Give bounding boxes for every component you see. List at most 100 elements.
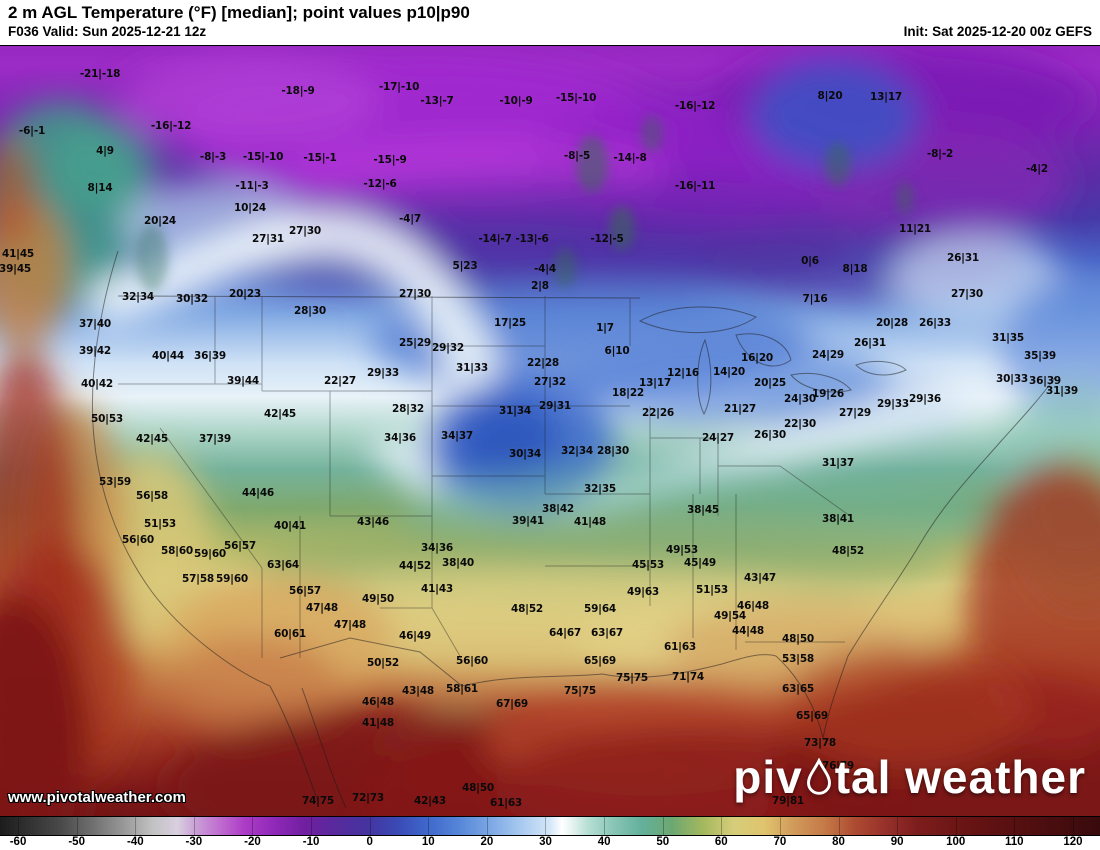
colorbar-tick-label: 120	[1063, 836, 1083, 848]
colorbar-tickmark	[193, 817, 195, 835]
point-value: 31|37	[821, 457, 855, 469]
colorbar-tick-label: -60	[9, 836, 27, 848]
point-value: 30|32	[175, 293, 209, 305]
point-value: 75|75	[563, 685, 597, 697]
colorbar-tickmark	[545, 817, 547, 835]
terrain-cold-pockets	[136, 116, 914, 292]
colorbar-tick-label: 50	[656, 836, 670, 848]
logo-text-post: tal weather	[834, 751, 1086, 803]
point-value: 61|63	[663, 641, 697, 653]
point-value: 59|64	[583, 603, 617, 615]
point-value: 0|6	[801, 255, 819, 267]
point-value: 26|31	[853, 337, 887, 349]
colorbar: -60 -50 -40 -30 -20 -10 0 10 20 30 40 50 60 70 80 90 100…	[0, 816, 1100, 850]
colorbar-tickmark	[838, 817, 840, 835]
colorbar-tickmark	[486, 817, 488, 835]
point-value: 27|30	[288, 225, 322, 237]
point-value: 22|28	[526, 357, 560, 369]
point-value: 4|9	[96, 145, 114, 157]
point-value: 12|16	[666, 367, 700, 379]
map-header: 2 m AGL Temperature (°F) [median]; point…	[0, 0, 1100, 45]
point-value: 24|27	[701, 432, 735, 444]
point-value: 41|48	[361, 717, 395, 729]
point-value: 38|41	[821, 513, 855, 525]
point-value: 11|21	[898, 223, 932, 235]
point-value: 39|44	[226, 375, 260, 387]
point-value: 29|33	[366, 367, 400, 379]
point-value: 45|49	[683, 557, 717, 569]
point-value: -15|-1	[303, 152, 337, 164]
point-value: 71|74	[671, 671, 705, 683]
point-value: 39|45	[0, 263, 32, 275]
point-value: 31|34	[498, 405, 532, 417]
point-value: 51|53	[695, 584, 729, 596]
colorbar-ticks: -60 -50 -40 -30 -20 -10 0 10 20 30 40 50 60 70 80 90 100…	[0, 836, 1100, 850]
point-value: -8|-3	[199, 151, 227, 163]
point-value: 48|52	[831, 545, 865, 557]
point-value: 28|32	[391, 403, 425, 415]
point-value: 20|24	[143, 215, 177, 227]
point-value: 29|33	[876, 398, 910, 410]
point-value: 38|40	[441, 557, 475, 569]
point-value: 72|73	[351, 792, 385, 804]
point-value: 35|39	[1023, 350, 1057, 362]
point-value: 43|46	[356, 516, 390, 528]
point-value: 8|18	[842, 263, 868, 275]
point-value: 50|52	[366, 657, 400, 669]
point-value: -10|-9	[499, 95, 533, 107]
point-value: 20|25	[753, 377, 787, 389]
page-title: 2 m AGL Temperature (°F) [median]; point…	[8, 3, 470, 22]
colorbar-tickmark	[428, 817, 430, 835]
point-value: 76|79	[821, 760, 855, 772]
valid-time-label: F036 Valid: Sun 2025-12-21 12z	[8, 24, 207, 39]
point-value: -4|4	[533, 263, 557, 275]
init-time-label: Init: Sat 2025-12-20 00z GEFS	[903, 24, 1092, 39]
colorbar-tick-label: 70	[773, 836, 787, 848]
point-value: 48|50	[461, 782, 495, 794]
point-value: 29|36	[908, 393, 942, 405]
point-value: 39|41	[511, 515, 545, 527]
point-value: -8|-2	[926, 148, 954, 160]
point-value: 43|48	[401, 685, 435, 697]
point-value: 30|34	[508, 448, 542, 460]
point-value: -12|-5	[590, 233, 624, 245]
point-value: -17|-10	[378, 81, 420, 93]
point-value: 40|42	[80, 378, 114, 390]
point-value: 63|64	[266, 559, 300, 571]
point-value: 49|53	[665, 544, 699, 556]
colorbar-tickmark	[662, 817, 664, 835]
point-value: 10|24	[233, 202, 267, 214]
point-value: 8|14	[87, 182, 113, 194]
point-value: -8|-5	[563, 150, 591, 162]
point-value: 53|59	[98, 476, 132, 488]
point-value: 27|29	[838, 407, 872, 419]
point-value: 31|35	[991, 332, 1025, 344]
point-value: 44|46	[241, 487, 275, 499]
point-value: 21|27	[723, 403, 757, 415]
colorbar-tickmark	[76, 817, 78, 835]
colorbar-tickmark	[604, 817, 606, 835]
colorbar-tick-label: 110	[1005, 836, 1024, 848]
point-value: 45|53	[631, 559, 665, 571]
logo-text-pre: piv	[733, 751, 803, 803]
colorbar-tickmark	[721, 817, 723, 835]
point-value: -14|-8	[613, 152, 647, 164]
point-value: 34|36	[383, 432, 417, 444]
point-value: 44|52	[398, 560, 432, 572]
colorbar-tick-label: 10	[421, 836, 435, 848]
point-value: 56|60	[455, 655, 489, 667]
point-value: 41|48	[573, 516, 607, 528]
point-value: 56|58	[135, 490, 169, 502]
point-value: 32|34	[560, 445, 594, 457]
colorbar-tickmark	[1014, 817, 1016, 835]
point-value: 36|39	[193, 350, 227, 362]
point-value: 30|33	[995, 373, 1029, 385]
point-value: -14|-7	[478, 233, 512, 245]
point-value: 48|52	[510, 603, 544, 615]
colorbar-tickmark	[1072, 817, 1074, 835]
point-value: 47|48	[333, 619, 367, 631]
point-value: 17|25	[493, 317, 527, 329]
point-value: 64|67	[548, 627, 582, 639]
colorbar-tick-label: 80	[832, 836, 845, 848]
colorbar-tickmark	[369, 817, 371, 835]
